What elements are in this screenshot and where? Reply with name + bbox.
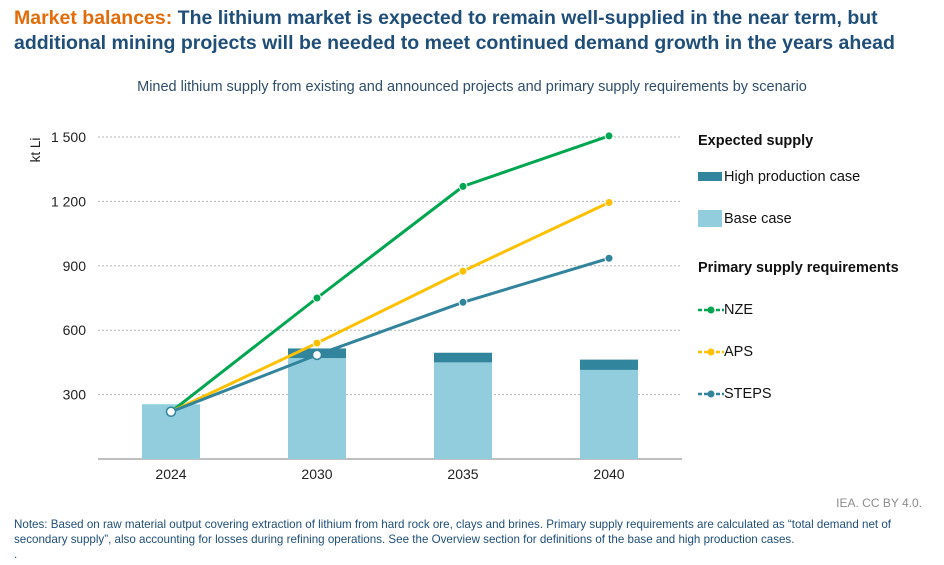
legend-item-high: High production case [698,166,938,188]
bar-high-production [434,352,492,363]
point-nze [604,131,614,141]
bar-base-case [434,362,492,459]
legend-label-high: High production case [724,169,861,185]
chart-headline: Market balances: The lithium market is e… [14,6,934,56]
point-steps [604,253,614,263]
legend-item-base: Base case [698,208,938,230]
y-tick-label: 300 [63,387,87,403]
legend-label-aps: APS [724,344,754,360]
x-tick-label: 2035 [447,466,478,482]
legend-swatch-steps [698,390,724,398]
y-tick-label: 1 200 [51,193,86,209]
bar-base-case [580,369,638,459]
chart-subtitle: Mined lithium supply from existing and a… [137,79,807,95]
point-aps [604,197,614,207]
legend-label-base: Base case [724,211,792,227]
legend-swatch-high [698,172,722,181]
point-aps [458,266,468,276]
legend-swatch-base [698,210,722,227]
y-axis-title: kt Li [28,138,43,163]
y-tick-label: 1 500 [51,129,86,145]
legend-swatch-nze [698,306,724,314]
point-steps-hollow [311,349,323,361]
legend-label-steps: STEPS [724,386,772,402]
legend-heading-requirements: Primary supply requirements [698,260,899,276]
series-line-nze [170,134,610,413]
credit-line: IEA. CC BY 4.0. [836,496,922,510]
chart-notes: Notes: Based on raw material output cove… [14,517,934,562]
y-tick-label: 900 [63,258,87,274]
legend-item-steps: STEPS [698,383,938,405]
bar-high-production [580,359,638,370]
bars [142,348,638,459]
point-steps [458,297,468,307]
series-line-aps [170,201,610,414]
legend-heading-supply: Expected supply [698,133,814,149]
point-steps-hollow [165,406,177,418]
notes-trailer: . [14,548,18,561]
notes-text: Notes: Based on raw material output cove… [14,518,892,546]
legend-item-nze: NZE [698,299,938,321]
point-nze [312,293,322,303]
bar-base-case [288,358,346,459]
point-nze [458,181,468,191]
axis-ticks: 300 600 900 1 200 1 500 2024 2030 2035 2040 [51,129,625,482]
legend-item-aps: APS [698,341,938,363]
headline-kicker: Market balances: [14,7,173,29]
y-tick-label: 600 [63,322,87,338]
series-lines [165,131,614,418]
series-line-steps [170,256,610,414]
legend-swatch-aps [698,348,724,356]
x-tick-label: 2040 [593,466,624,482]
headline-title: The lithium market is expected to remain… [14,7,895,54]
point-aps [312,338,322,348]
x-tick-label: 2030 [301,466,332,482]
x-tick-label: 2024 [155,466,186,482]
legend: Expected supply High production case Bas… [698,130,938,405]
legend-label-nze: NZE [724,302,753,318]
